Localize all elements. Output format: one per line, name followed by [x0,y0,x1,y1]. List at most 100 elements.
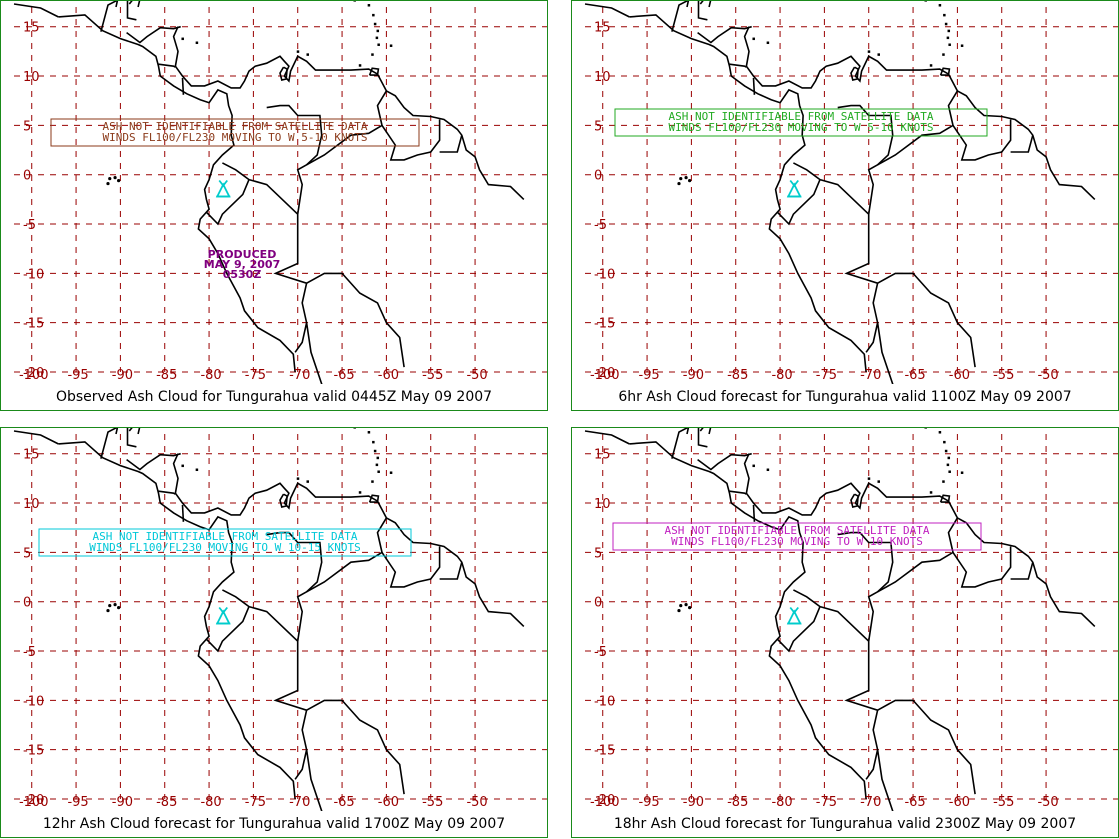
lon-tick-label: -90 [683,368,704,383]
island-dot [960,471,964,474]
island-dot [867,477,871,480]
lon-tick-label: -75 [816,795,837,810]
coast-line [296,90,388,215]
lon-tick-label: -55 [993,795,1014,810]
galapagos-dot [688,606,692,610]
advisory-line: ASH NOT IDENTIFIABLE FROM SATELLITE DATA [665,524,930,537]
island-dot [195,468,199,472]
island-dot [943,440,946,444]
coast-line [158,63,176,68]
coast-line [172,26,525,200]
coast-line [867,90,959,215]
lat-tick-label: -10 [23,694,44,709]
lat-tick-label: 10 [594,70,611,85]
tick-labels: 15 10 5 0 -5 -10 -15 -20-100 -95 -90 -85 -80 -75 -70 -… [19,21,488,383]
coast-line [877,699,976,795]
coast-line [158,490,176,495]
lon-tick-label: -95 [638,795,659,810]
island-dot [371,53,374,56]
lon-tick-label: -55 [993,368,1014,383]
advisory-box: ASH NOT IDENTIFIABLE FROM SATELLITE DATA… [38,528,412,557]
island-dot [296,50,300,53]
lon-tick-label: -90 [683,795,704,810]
lat-tick-label: -5 [23,218,36,233]
lat-tick-label: -20 [594,366,615,381]
lake-maracaibo [279,493,288,508]
advisory-line: ASH NOT IDENTIFIABLE FROM SATELLITE DATA [669,110,934,123]
island-dot [947,29,951,33]
coast-line [172,453,525,627]
galapagos-dot [108,177,112,181]
lat-tick-label: -20 [594,793,615,808]
tick-labels: 15 10 5 0 -5 -10 -15 -20-100 -95 -90 -85 -80 -75 -70 -… [590,21,1059,383]
island-dot [752,464,755,468]
island-dot [389,471,393,474]
coastlines [584,1,1096,384]
panel-6hr-forecast: 15 10 5 0 -5 -10 -15 -20 -100 -95 -90 -85 -80 -75 -70 -… [571,0,1119,411]
lon-tick-label: -55 [422,368,443,383]
lon-tick-label: -70 [289,368,310,383]
coast-line [952,546,1012,588]
island-outline [939,67,951,76]
coast-line [743,26,1096,200]
coast-line [126,452,181,471]
island-dot [367,431,371,434]
lon-tick-label: -60 [378,795,399,810]
island-dot [943,13,946,17]
coastlines [584,428,1096,811]
coast-line [629,441,867,800]
map-18hr-forecast: 15 10 5 0 -5 -10 -15 -20-100 -95 -90 -85 -80 -75 -70 -… [584,428,1118,811]
island-dot [946,463,950,467]
galapagos-dot [108,604,112,608]
island-dot [353,428,356,429]
island-dot [358,64,362,67]
lon-tick-label: -50 [1037,795,1058,810]
coast-line [13,430,59,445]
panel-18hr-forecast: 15 10 5 0 -5 -10 -15 -20 -100 -95 -90 -85 -80 -75 -70 -… [571,427,1119,838]
island-dot [372,13,375,17]
advisory-box: ASH NOT IDENTIFIABLE FROM SATELLITE DATA… [614,108,988,137]
volcano-icon [786,179,802,198]
lat-tick-label: 10 [594,497,611,512]
lat-tick-label: 0 [23,596,31,611]
lat-tick-label: 0 [594,169,602,184]
produced-line: MAY 9, 2007 [204,258,280,271]
island-dot [353,1,356,2]
lat-tick-label: -20 [23,793,44,808]
island-dot [181,464,184,468]
lon-tick-label: -80 [200,368,221,383]
coast-line [952,119,1012,161]
advisory-box: ASH NOT IDENTIFIABLE FROM SATELLITE DATA… [612,522,982,551]
lat-tick-label: -5 [594,218,607,233]
coast-line [743,453,1096,627]
coast-line [1010,134,1034,153]
coast-line [296,517,388,642]
lat-tick-label: -10 [594,694,615,709]
coast-line [776,606,821,653]
coast-line [629,14,867,373]
coast-line [306,699,405,795]
lon-tick-label: -60 [378,368,399,383]
coast-line [58,441,296,800]
panel-caption: 6hr Ash Cloud forecast for Tungurahua va… [618,389,1072,405]
lon-tick-label: -50 [466,795,487,810]
galapagos-dot [106,181,110,186]
island-dot [867,50,871,53]
lon-tick-label: -70 [289,795,310,810]
coast-line [819,605,879,780]
lon-tick-label: -85 [727,368,748,383]
island-dot [752,37,755,41]
coast-line [222,162,250,181]
panel-caption: Observed Ash Cloud for Tungurahua valid … [55,389,493,405]
lon-tick-label: -95 [638,368,659,383]
lat-tick-label: 0 [23,169,31,184]
coast-line [776,179,821,226]
coast-line [13,3,59,18]
lat-tick-label: -10 [23,267,44,282]
island-dot [376,456,380,460]
tick-labels: 15 10 5 0 -5 -10 -15 -20-100 -95 -90 -85 -80 -75 -70 -… [19,448,488,810]
lon-tick-label: -75 [816,368,837,383]
island-dot [948,470,951,473]
coast-line [381,546,441,588]
coast-line [439,134,463,153]
